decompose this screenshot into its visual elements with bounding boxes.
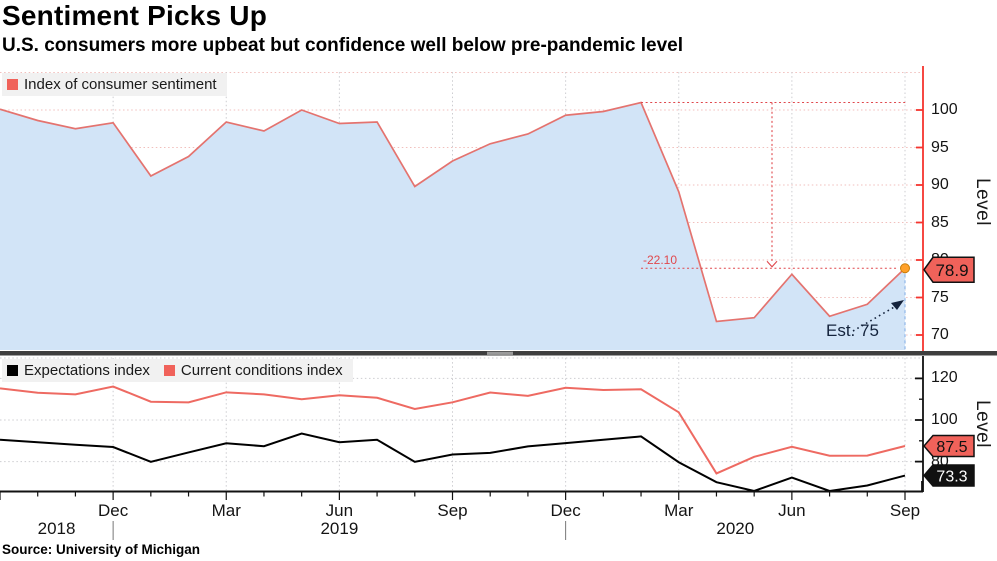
panel-divider [0, 351, 997, 356]
source-note: Source: University of Michigan [2, 542, 201, 557]
legend-label-expectations: Expectations index [24, 362, 150, 379]
bottom-y-tick-label: 80 [931, 452, 949, 470]
x-tick-label: Mar [664, 501, 694, 520]
expectations-swatch-icon [7, 365, 18, 376]
bottom-y-tick-label: 100 [931, 411, 958, 428]
top-axis-title: Level [972, 178, 993, 226]
drop-measurement [641, 101, 907, 269]
expectations-line [0, 432, 906, 492]
svg-text:78.9: 78.9 [935, 261, 968, 280]
legend-top: Index of consumer sentiment [2, 73, 227, 96]
bottom-axis-title: Level [972, 400, 993, 448]
x-tick-label: Jun [778, 501, 806, 520]
estimate-annotation-label: Est. 75 [826, 321, 879, 340]
top-y-tick-label: 100 [931, 101, 958, 118]
expectations-value-badge: 73.3 [923, 464, 975, 487]
legend-label-conditions: Current conditions index [180, 362, 343, 379]
last-point-marker [900, 263, 910, 274]
sentiment-value-badge: 78.9 [923, 256, 975, 283]
top-y-tick-label: 85 [931, 213, 949, 231]
axes [0, 66, 924, 540]
legend-item-sentiment[interactable]: Index of consumer sentiment [7, 77, 217, 92]
top-y-tick-label: 95 [931, 138, 949, 156]
legend-label-sentiment: Index of consumer sentiment [24, 76, 217, 93]
top-panel-grid [0, 72, 923, 350]
svg-text:87.5: 87.5 [936, 439, 967, 456]
sentiment-area [0, 102, 905, 350]
sentiment-swatch-icon [7, 79, 18, 90]
drop-measurement-label: -22.10 [643, 253, 678, 267]
x-tick-label: Dec [550, 501, 581, 520]
sentiment-area-series [0, 101, 906, 350]
sentiment-line [0, 101, 906, 323]
legend-item-expectations[interactable]: Expectations index [7, 363, 150, 378]
x-tick-label: Mar [211, 501, 241, 520]
conditions-value-badge: 87.5 [923, 434, 975, 458]
panel-resize-handle[interactable] [487, 351, 513, 355]
x-tick-label: Jun [325, 501, 354, 520]
x-tick-label: Dec [98, 501, 129, 520]
year-label: 2020 [716, 519, 755, 538]
year-label: 2019 [320, 519, 359, 538]
page-title: Sentiment Picks Up [2, 0, 268, 31]
conditions-swatch-icon [163, 365, 175, 376]
year-label: 2018 [37, 519, 76, 538]
x-tick-label: Sep [889, 501, 921, 520]
top-y-tick-label: 80 [931, 251, 949, 268]
x-tick-label: Sep [437, 501, 468, 520]
legend-bottom: Expectations index Current conditions in… [2, 359, 353, 382]
page-subtitle: U.S. consumers more upbeat but confidenc… [2, 35, 683, 56]
top-y-tick-label: 75 [931, 288, 949, 306]
legend-item-conditions[interactable]: Current conditions index [163, 362, 343, 379]
bottom-y-tick-label: 120 [931, 369, 958, 387]
top-y-tick-label: 90 [931, 176, 949, 193]
conditions-line [0, 385, 906, 475]
top-y-tick-label: 70 [931, 326, 949, 343]
svg-text:73.3: 73.3 [936, 468, 967, 485]
